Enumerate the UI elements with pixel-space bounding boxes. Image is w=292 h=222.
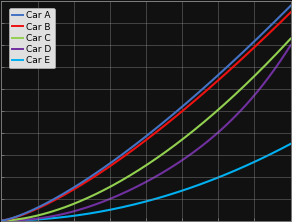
Legend: Car A, Car B, Car C, Car D, Car E: Car A, Car B, Car C, Car D, Car E [9,8,55,68]
